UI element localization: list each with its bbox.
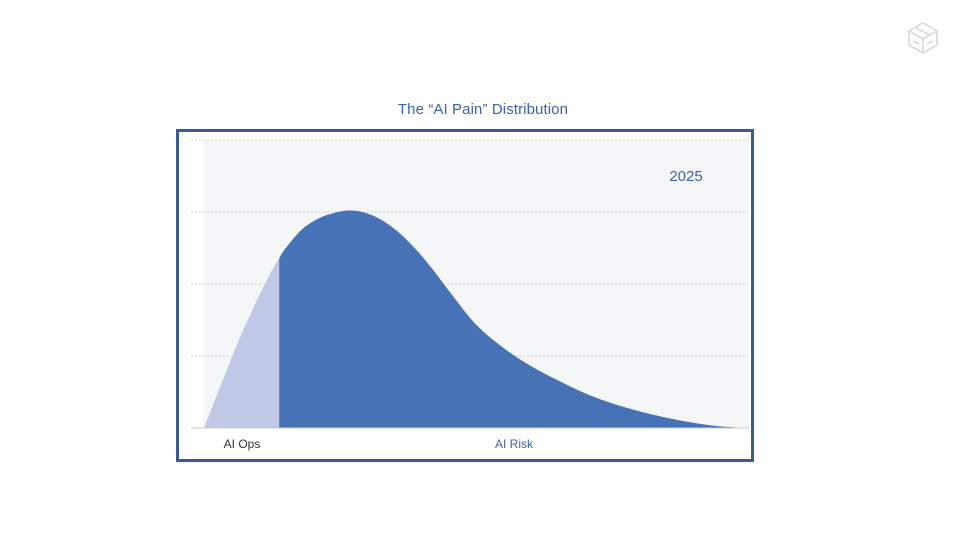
category-label-ai-ops: AI Ops [224, 437, 261, 451]
cube-logo-icon [908, 22, 938, 54]
area-ai-risk [279, 210, 749, 428]
chart-svg: 2025 AI Ops AI Risk [191, 139, 749, 451]
category-label-ai-risk: AI Risk [495, 437, 534, 451]
year-annotation: 2025 [669, 168, 702, 185]
chart-title: The “AI Pain” Distribution [397, 101, 569, 118]
area-ai-ops [204, 258, 280, 428]
chart-frame: 2025 AI Ops AI Risk [176, 129, 754, 462]
